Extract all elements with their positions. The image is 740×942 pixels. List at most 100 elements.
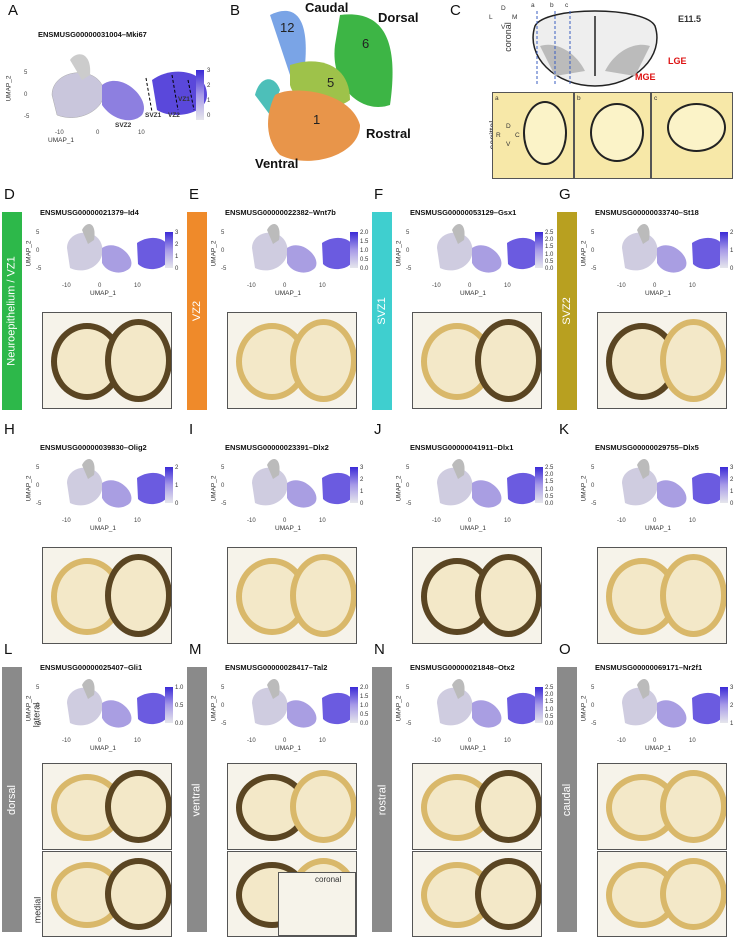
umap-xtick: 0 <box>468 738 472 744</box>
ish-photo <box>227 763 357 850</box>
umap-cluster-shape <box>657 245 687 273</box>
umap-xlabel: UMAP_1 <box>645 525 672 532</box>
tissue-outline <box>660 858 726 930</box>
panel-label: N <box>374 641 385 658</box>
umap-xtick: 0 <box>98 283 102 289</box>
stage-label: E11.5 <box>678 14 702 24</box>
panel-label: E <box>189 186 200 203</box>
umap-ytick: 5 <box>406 465 410 471</box>
colorbar-tick: 1.0 <box>545 486 554 493</box>
umap-xlabel: UMAP_1 <box>90 290 117 297</box>
umap-ylabel: UMAP_2 <box>25 240 33 267</box>
gene-panel: I ENSMUSG00000023391–Dlx2 UMAP_2 UMAP_1 -10 0… <box>185 421 370 655</box>
category-sidebar: SVZ1 <box>372 212 392 410</box>
umap-ytick: 0 <box>221 248 225 254</box>
colorbar-tick: 1 <box>730 489 734 495</box>
umap-cluster-shape <box>472 245 502 273</box>
colorbar-tick: 0 <box>730 266 734 272</box>
category-sidebar: ventral <box>187 667 207 932</box>
colorbar <box>350 467 358 503</box>
umap-xtick: -10 <box>432 518 441 524</box>
umap-xtick: -10 <box>617 738 626 744</box>
zone-svz2: SVZ2 <box>115 122 132 129</box>
cluster-1: 1 <box>313 112 321 127</box>
panel-a-legend-tick: 0 <box>207 113 211 119</box>
umap-plot <box>622 459 726 508</box>
umap-ytick: 5 <box>406 685 410 691</box>
colorbar-tick: 2.0 <box>545 472 554 479</box>
umap-cluster-shape <box>267 224 280 244</box>
umap-ytick: 0 <box>406 248 410 254</box>
umap-cluster-shape <box>507 237 541 270</box>
umap-ytick: 0 <box>221 483 225 489</box>
umap-cluster-shape <box>657 480 687 508</box>
colorbar-tick: 2.5 <box>545 230 554 236</box>
colorbar <box>535 467 543 503</box>
gene-title: ENSMUSG00000021379–Id4 <box>40 208 139 217</box>
tissue-outline <box>475 770 541 843</box>
umap-xtick: 10 <box>134 283 141 289</box>
sag-compass-c: C <box>515 132 520 139</box>
umap-cluster-shape <box>82 679 95 699</box>
colorbar-tick: 0 <box>175 266 179 272</box>
umap-cluster-shape <box>287 700 317 728</box>
direction-caudal: Caudal <box>305 0 349 15</box>
colorbar-tick: 2.0 <box>545 237 554 244</box>
category-label: ventral <box>191 782 203 817</box>
umap-xtick: 0 <box>98 738 102 744</box>
tissue-outline <box>290 770 356 843</box>
umap-ytick: -5 <box>221 721 227 727</box>
ish-photo <box>597 763 727 850</box>
umap-cluster-shape <box>437 467 473 506</box>
umap-xtick: 10 <box>319 738 326 744</box>
sag-compass-v: V <box>506 141 511 148</box>
gene-title: ENSMUSG00000053129–Gsx1 <box>410 208 517 217</box>
umap-cluster-shape <box>67 687 103 726</box>
gene-panel: H ENSMUSG00000039830–Olig2 UMAP_2 UMAP_1 -10… <box>0 421 185 655</box>
umap-ytick: 5 <box>591 230 595 236</box>
umap-cluster-shape <box>102 700 132 728</box>
category-label: rostral <box>376 784 388 815</box>
umap-ylabel: UMAP_2 <box>580 475 588 502</box>
umap-xtick: 10 <box>134 738 141 744</box>
mge-label: MGE <box>635 72 656 82</box>
umap-plot <box>252 459 356 508</box>
umap-ytick: -5 <box>591 721 597 727</box>
panel-a-title: ENSMUSG00000031004–Mki67 <box>38 30 147 39</box>
tissue-outline <box>105 554 171 637</box>
panel-a-label: A <box>8 2 19 19</box>
colorbar-tick: 1 <box>730 721 734 727</box>
ish-photo: coronal <box>227 851 357 937</box>
umap-xtick: 10 <box>319 518 326 524</box>
panel-label: M <box>189 641 202 658</box>
umap-xtick: 0 <box>468 518 472 524</box>
gene-panel: G SVZ2 ENSMUSG00000033740–St18 UMAP_2 UMAP_1… <box>555 186 740 420</box>
umap-cluster-shape <box>452 459 465 479</box>
coronal-section-a: a <box>531 2 535 9</box>
gene-title: ENSMUSG00000023391–Dlx2 <box>225 443 329 452</box>
panel-a-ytick: -5 <box>24 114 30 120</box>
umap-cluster-shape <box>622 467 658 506</box>
colorbar <box>165 232 173 268</box>
colorbar-tick: 1.0 <box>175 685 184 691</box>
panel-a-xtick: 10 <box>138 130 145 136</box>
category-sidebar: dorsal <box>2 667 22 932</box>
colorbar-tick: 1.0 <box>545 251 554 258</box>
gene-panel: F SVZ1 ENSMUSG00000053129–Gsx1 UMAP_2 UMAP_1… <box>370 186 555 420</box>
umap-xtick: 10 <box>504 283 511 289</box>
umap-ylabel: UMAP_2 <box>395 240 403 267</box>
umap-xtick: 0 <box>283 518 287 524</box>
panel-a-legend-tick: 1 <box>207 98 211 104</box>
umap-ylabel: UMAP_2 <box>210 695 218 722</box>
umap-cluster-shape <box>322 472 356 505</box>
colorbar-tick: 2.0 <box>360 230 369 236</box>
gene-title: ENSMUSG00000022382–Wnt7b <box>225 208 336 217</box>
umap-cluster-shape <box>437 232 473 271</box>
tissue-outline <box>660 554 726 637</box>
sagittal-diagram-b: b <box>574 92 651 179</box>
umap-cluster-shape <box>267 459 280 479</box>
sag-section-a: a <box>495 95 499 102</box>
colorbar-tick: 2 <box>360 477 364 483</box>
